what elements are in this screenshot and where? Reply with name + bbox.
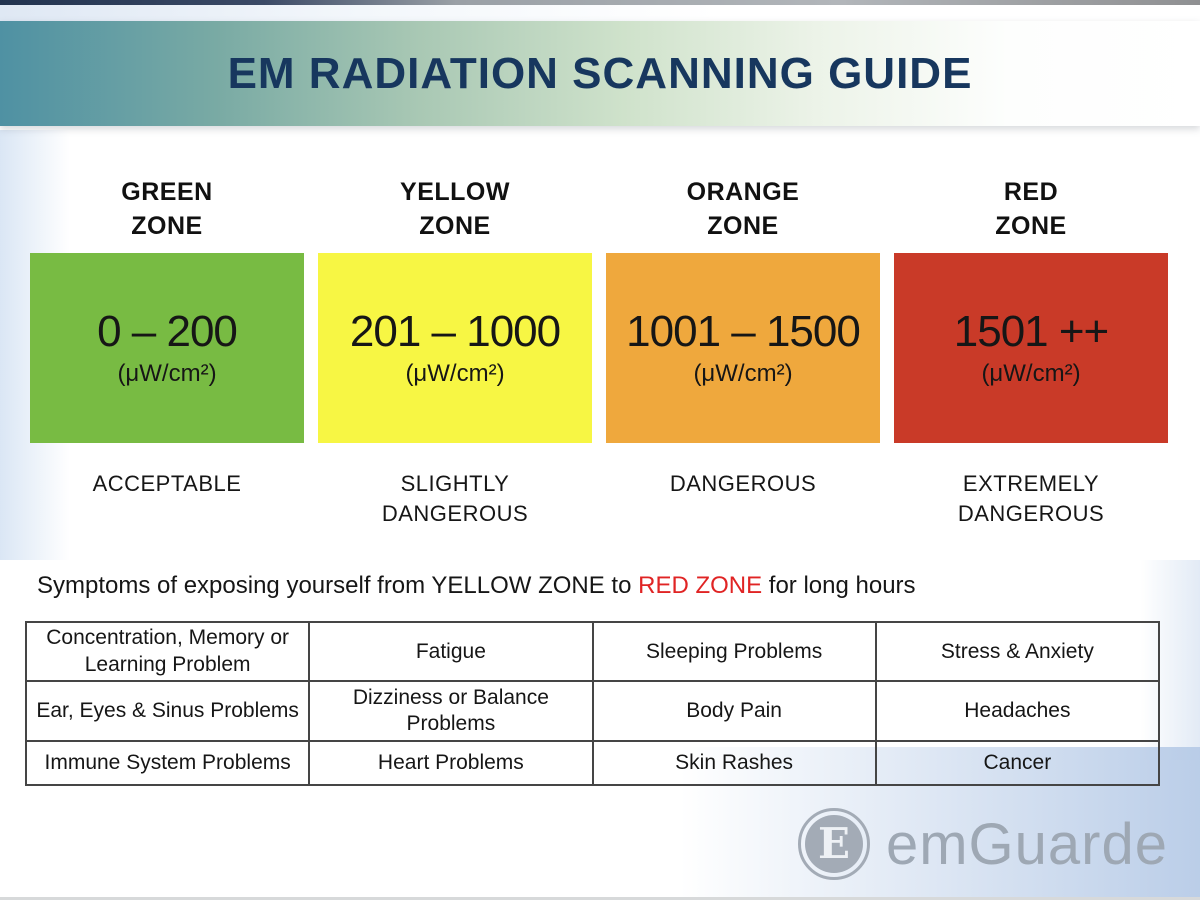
zone-severity-yellow: SLIGHTLY DANGEROUS [381,471,529,526]
symptoms-heading-suffix: for long hours [762,572,916,600]
top-edge-strip [0,0,1200,5]
emblem-circle: E [804,815,863,873]
brand-logo: E emGuarde [797,808,1168,880]
zone-range-green: 0 – 200 [97,306,238,356]
zone-column-yellow: YELLOW ZONE 201 – 1000 (μW/cm²) SLIGHTLY… [318,176,592,528]
symptom-cell: Stress & Anxiety [874,621,1161,682]
table-row: Concentration, Memory or Learning Proble… [24,621,1161,682]
zone-range-orange: 1001 – 1500 [626,306,861,356]
emguarde-emblem-icon: E [797,808,870,880]
symptoms-heading-red-zone: RED ZONE [638,572,763,600]
zone-unit-orange: (μW/cm²) [693,360,793,388]
symptoms-table: Concentration, Memory or Learning Proble… [24,621,1161,786]
zone-title-red: RED ZONE [995,178,1067,240]
zone-column-green: GREEN ZONE 0 – 200 (μW/cm²) ACCEPTABLE [30,176,304,528]
zone-box-green: 0 – 200 (μW/cm²) [30,253,304,443]
symptoms-heading: Symptoms of exposing yourself from YELLO… [37,572,1200,600]
zone-title-orange: ORANGE ZONE [686,178,800,240]
symptom-cell: Fatigue [308,621,594,682]
symptom-cell: Sleeping Problems [591,621,877,682]
page-title: EM RADIATION SCANNING GUIDE [227,48,973,98]
zone-severity-green: ACCEPTABLE [92,471,242,496]
zone-box-yellow: 201 – 1000 (μW/cm²) [318,253,592,443]
bottom-edge-strip [0,897,1200,900]
symptom-cell: Ear, Eyes & Sinus Problems [24,679,311,742]
brand-name: emGuarde [885,811,1168,877]
symptom-cell: Concentration, Memory or Learning Proble… [24,621,311,682]
zone-box-red: 1501 ++ (μW/cm²) [894,253,1168,443]
symptom-cell: Headaches [874,679,1161,742]
symptom-cell: Dizziness or Balance Problems [308,679,594,742]
zone-box-orange: 1001 – 1500 (μW/cm²) [606,253,880,443]
zone-title-green: GREEN ZONE [121,178,213,240]
emblem-monogram: E [817,819,850,868]
title-banner: EM RADIATION SCANNING GUIDE [0,21,1200,126]
top-gap [0,5,1200,21]
zone-severity-red: EXTREMELY DANGEROUS [957,471,1105,526]
symptom-cell: Immune System Problems [24,739,311,786]
zone-grid: GREEN ZONE 0 – 200 (μW/cm²) ACCEPTABLE Y… [0,176,1200,528]
symptom-cell: Skin Rashes [591,739,877,786]
symptoms-heading-prefix: Symptoms of exposing yourself from YELLO… [37,572,639,600]
zone-column-red: RED ZONE 1501 ++ (μW/cm²) EXTREMELY DANG… [894,176,1168,528]
symptom-cell: Heart Problems [308,739,594,786]
table-row: Ear, Eyes & Sinus Problems Dizziness or … [24,679,1161,742]
table-row: Immune System Problems Heart Problems Sk… [24,739,1161,786]
zone-column-orange: ORANGE ZONE 1001 – 1500 (μW/cm²) DANGERO… [606,176,880,528]
zone-unit-red: (μW/cm²) [981,360,1081,388]
zone-range-yellow: 201 – 1000 [349,306,561,356]
zone-range-red: 1501 ++ [953,306,1109,356]
zone-unit-green: (μW/cm²) [117,360,217,388]
symptom-cell: Body Pain [591,679,877,742]
zone-unit-yellow: (μW/cm²) [405,360,505,388]
zone-title-yellow: YELLOW ZONE [400,178,510,240]
zone-severity-orange: DANGEROUS [669,471,817,496]
symptom-cell: Cancer [874,739,1161,786]
